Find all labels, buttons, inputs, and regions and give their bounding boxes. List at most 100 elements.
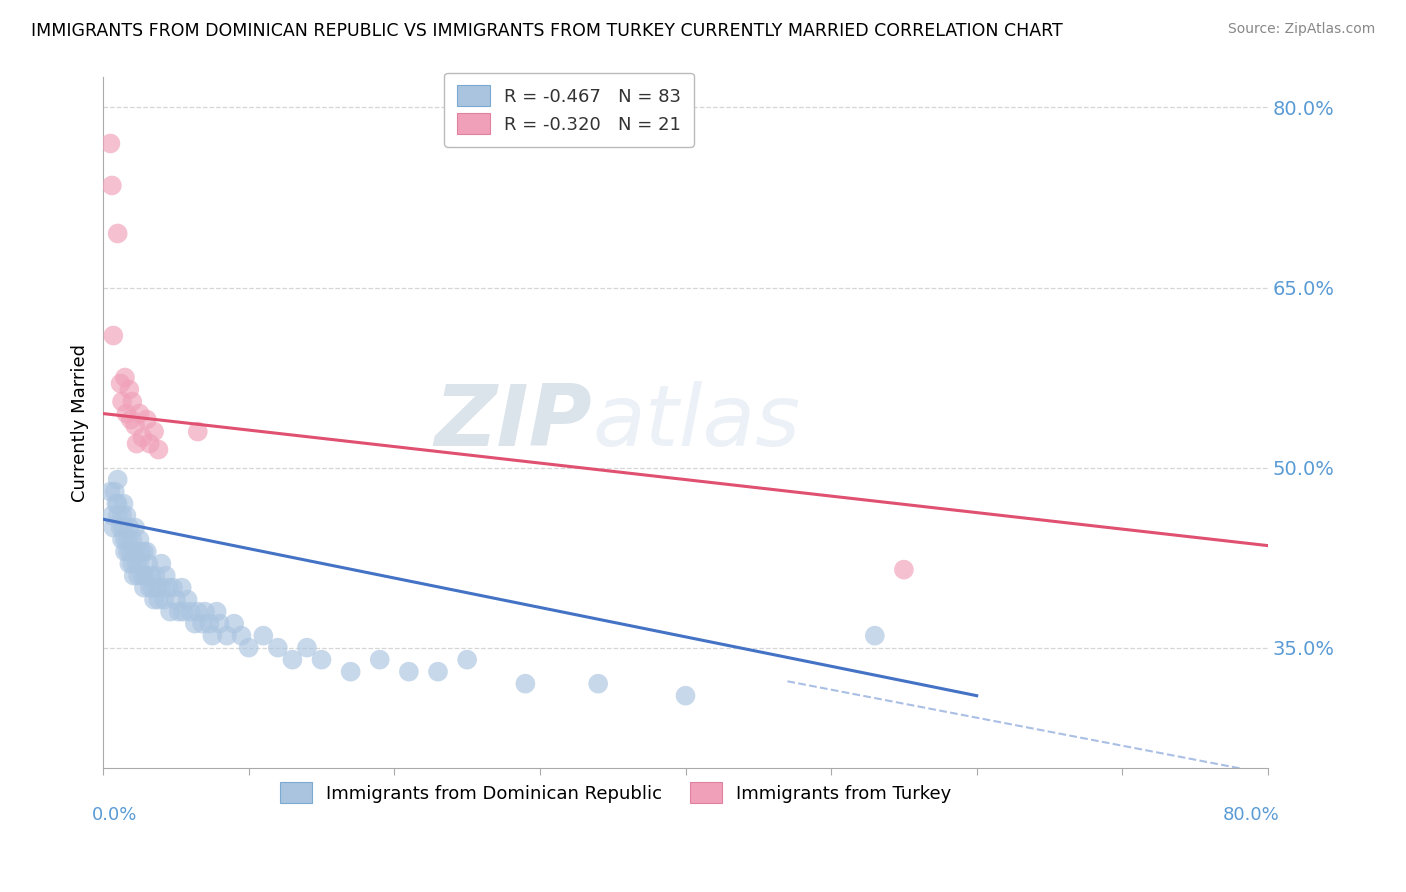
Point: [184, 616, 207, 631]
Point: [121, 557, 143, 571]
Point: [153, 592, 176, 607]
Text: 0.0%: 0.0%: [91, 805, 136, 823]
Point: [131, 568, 153, 582]
Point: [267, 640, 290, 655]
Point: [162, 581, 184, 595]
Point: [127, 568, 149, 582]
Point: [100, 136, 122, 151]
Point: [515, 676, 537, 690]
Point: [252, 629, 274, 643]
Text: Source: ZipAtlas.com: Source: ZipAtlas.com: [1227, 22, 1375, 37]
Point: [117, 544, 139, 558]
Point: [124, 418, 146, 433]
Point: [135, 412, 157, 426]
Point: [224, 616, 246, 631]
Point: [143, 425, 166, 439]
Text: 80.0%: 80.0%: [1223, 805, 1279, 823]
Text: IMMIGRANTS FROM DOMINICAN REPUBLIC VS IMMIGRANTS FROM TURKEY CURRENTLY MARRIED C: IMMIGRANTS FROM DOMINICAN REPUBLIC VS IM…: [31, 22, 1063, 40]
Point: [427, 665, 450, 679]
Point: [110, 376, 132, 391]
Point: [187, 425, 209, 439]
Point: [295, 640, 318, 655]
Point: [170, 581, 193, 595]
Point: [155, 568, 177, 582]
Point: [115, 407, 138, 421]
Point: [118, 520, 141, 534]
Point: [129, 544, 152, 558]
Point: [148, 592, 170, 607]
Point: [125, 557, 148, 571]
Point: [201, 629, 224, 643]
Point: [187, 605, 209, 619]
Point: [103, 328, 125, 343]
Legend: Immigrants from Dominican Republic, Immigrants from Turkey: Immigrants from Dominican Republic, Immi…: [273, 775, 959, 811]
Point: [110, 520, 132, 534]
Point: [121, 394, 143, 409]
Point: [179, 605, 201, 619]
Point: [134, 568, 156, 582]
Point: [893, 563, 915, 577]
Point: [114, 533, 136, 547]
Point: [111, 508, 134, 523]
Point: [128, 557, 150, 571]
Point: [131, 431, 153, 445]
Point: [122, 568, 145, 582]
Point: [104, 484, 127, 499]
Point: [138, 581, 160, 595]
Point: [146, 581, 169, 595]
Point: [101, 178, 124, 193]
Point: [114, 370, 136, 384]
Point: [143, 592, 166, 607]
Point: [159, 605, 181, 619]
Point: [128, 407, 150, 421]
Point: [172, 605, 194, 619]
Point: [141, 568, 163, 582]
Point: [586, 676, 609, 690]
Point: [368, 653, 391, 667]
Point: [132, 581, 155, 595]
Point: [111, 394, 134, 409]
Point: [115, 508, 138, 523]
Point: [120, 412, 142, 426]
Y-axis label: Currently Married: Currently Married: [72, 343, 89, 501]
Point: [167, 605, 190, 619]
Point: [194, 605, 217, 619]
Point: [675, 689, 697, 703]
Point: [456, 653, 478, 667]
Point: [281, 653, 304, 667]
Point: [142, 581, 165, 595]
Point: [339, 665, 361, 679]
Point: [118, 383, 141, 397]
Point: [100, 484, 122, 499]
Point: [107, 508, 129, 523]
Point: [145, 568, 167, 582]
Point: [191, 616, 214, 631]
Point: [112, 520, 135, 534]
Point: [118, 557, 141, 571]
Point: [208, 616, 231, 631]
Point: [105, 497, 128, 511]
Point: [150, 557, 173, 571]
Point: [231, 629, 253, 643]
Point: [120, 544, 142, 558]
Point: [148, 442, 170, 457]
Point: [863, 629, 886, 643]
Point: [112, 497, 135, 511]
Point: [398, 665, 420, 679]
Point: [136, 557, 159, 571]
Point: [124, 520, 146, 534]
Point: [107, 227, 129, 241]
Point: [101, 508, 124, 523]
Point: [138, 436, 160, 450]
Point: [111, 533, 134, 547]
Point: [132, 544, 155, 558]
Point: [311, 653, 333, 667]
Point: [124, 544, 146, 558]
Point: [121, 533, 143, 547]
Point: [103, 520, 125, 534]
Point: [128, 533, 150, 547]
Point: [107, 497, 129, 511]
Text: ZIP: ZIP: [434, 381, 592, 464]
Point: [117, 533, 139, 547]
Point: [135, 544, 157, 558]
